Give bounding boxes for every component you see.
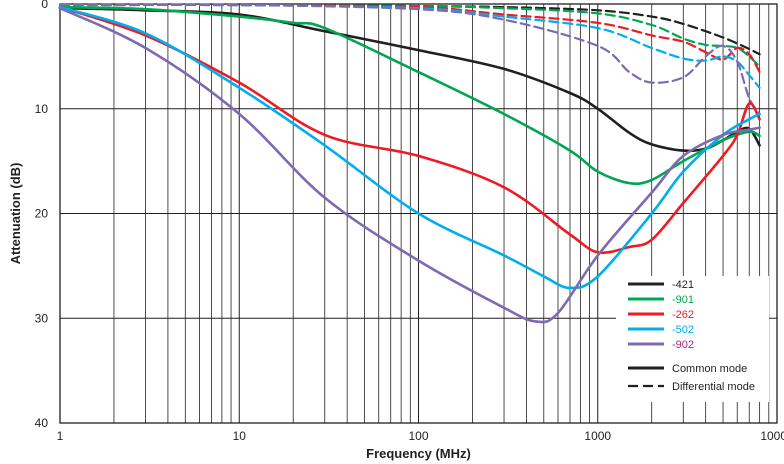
legend-label: -502 — [672, 324, 694, 336]
x-tick-label: 10 — [233, 429, 247, 443]
series-line-262-differential — [58, 3, 761, 74]
series-line-901-common — [58, 5, 761, 186]
x-axis-title: Frequency (MHz) — [366, 446, 471, 461]
legend-label: -421 — [672, 279, 694, 291]
series-layer — [58, 3, 761, 324]
y-tick-label: 0 — [41, 0, 48, 11]
x-tick-label: 1 — [57, 429, 64, 443]
y-tick-label: 40 — [35, 416, 49, 430]
legend-label: -262 — [672, 309, 694, 321]
series-line-502-common — [58, 5, 761, 290]
legend: -421 -901 -262 -502 -902 Common mode Different… — [616, 276, 769, 402]
legend-background — [616, 276, 769, 402]
series-line-421-common — [58, 6, 761, 153]
legend-label: -901 — [672, 294, 694, 306]
x-tick-label: 100 — [408, 429, 428, 443]
legend-label: Differential mode — [672, 381, 755, 393]
legend-label: -902 — [672, 339, 694, 351]
y-tick-label: 30 — [35, 311, 49, 325]
y-tick-label: 10 — [35, 102, 49, 116]
legend-label: Common mode — [672, 363, 747, 375]
series-line-421-differential — [58, 3, 761, 56]
y-axis-title: Attenuation (dB) — [8, 163, 23, 265]
plot-frame — [59, 3, 778, 424]
x-tick-label: 1000 — [584, 429, 611, 443]
y-tick-label: 20 — [35, 207, 49, 221]
series-line-262-common — [58, 5, 761, 255]
series-line-902-differential — [58, 3, 761, 116]
series-line-902-common — [58, 6, 761, 324]
